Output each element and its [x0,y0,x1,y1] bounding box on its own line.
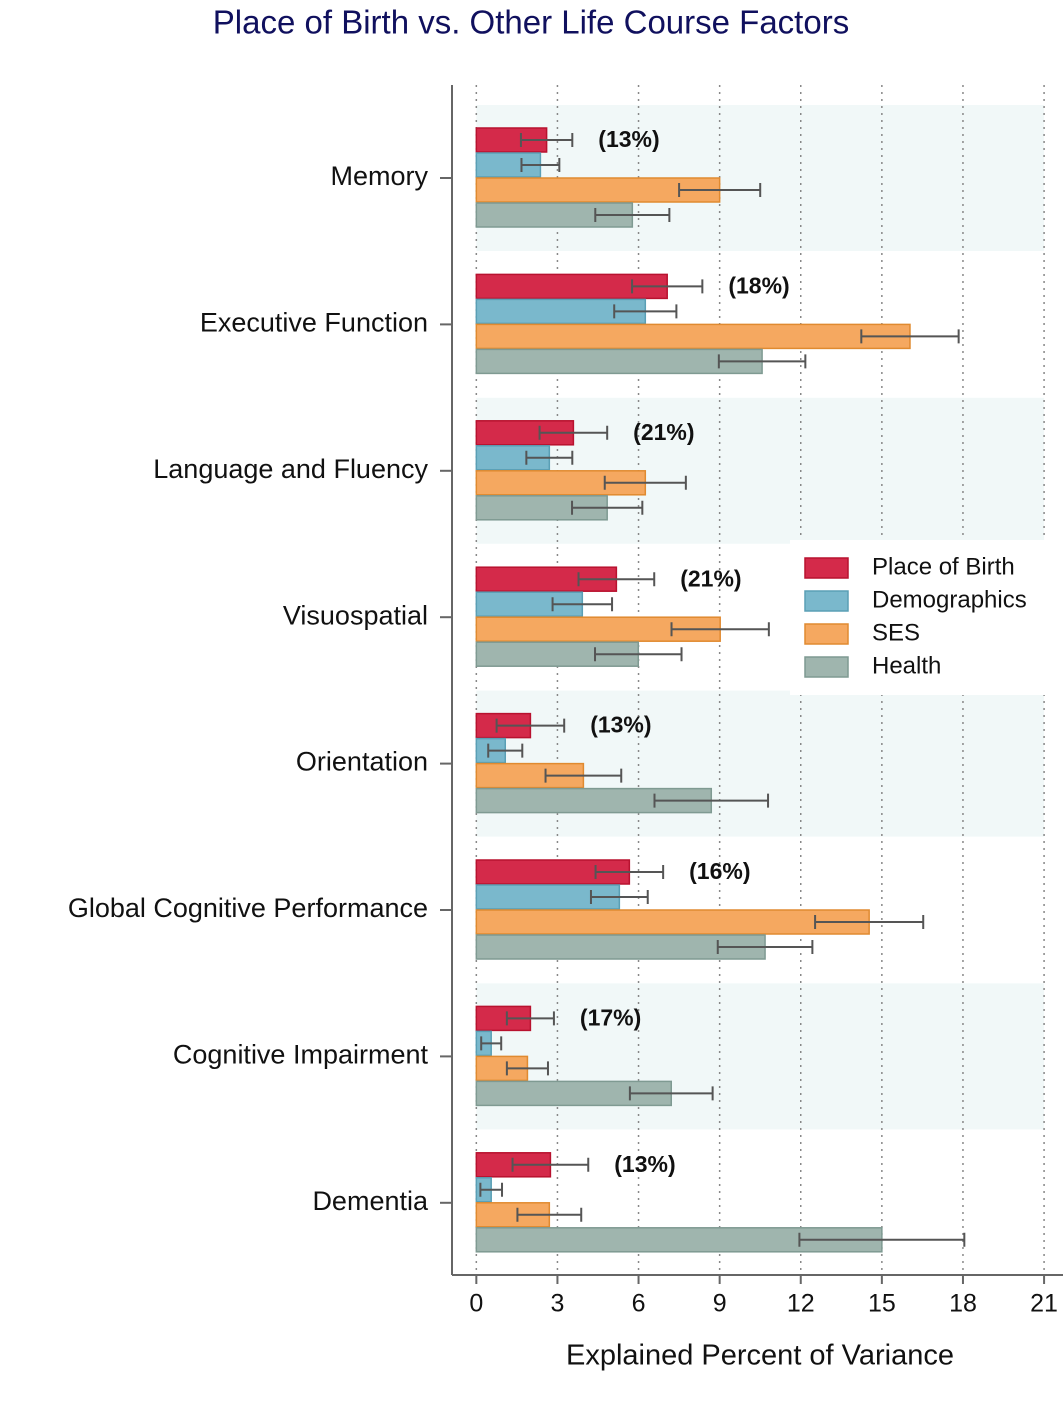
x-tick-label: 18 [949,1290,977,1318]
error-bar [480,1036,503,1051]
error-bar [538,425,609,440]
bar [475,909,870,935]
bar [475,1055,529,1082]
error-bar [551,597,614,612]
error-bar [525,450,574,465]
error-bar [613,304,678,319]
legend-label: SES [872,619,920,646]
x-tick-label: 15 [868,1290,896,1318]
legend-swatch [804,656,849,678]
legend-swatch [804,623,849,645]
error-bar [511,1157,590,1172]
error-bar [589,890,649,904]
y-tick-label: Dementia [312,1186,429,1216]
x-tick-label: 6 [632,1290,646,1318]
error-bar [603,475,687,490]
error-bar [495,718,566,733]
x-axis-label: Explained Percent of Variance [566,1340,954,1372]
error-bar [717,354,807,369]
x-tick-label: 9 [713,1290,727,1318]
annotation: (16%) [689,858,750,884]
legend-label: Health [872,652,941,679]
annotation: (13%) [598,126,659,152]
error-bar [505,1011,555,1026]
annotation: (13%) [590,712,651,738]
error-bar [860,329,960,344]
legend-swatch [804,557,849,579]
error-bar [571,500,644,515]
x-tick-label: 0 [469,1290,483,1318]
legend-swatch [804,590,849,612]
error-bar [798,1232,966,1247]
error-bar [520,158,561,172]
annotation: (21%) [680,565,741,591]
error-bar [479,1182,504,1197]
bar [475,348,763,375]
error-bar [544,768,623,783]
bar [475,1227,883,1253]
error-bar [814,915,925,929]
bar [475,323,911,350]
chart-title: Place of Birth vs. Other Life Course Fac… [213,4,849,41]
error-bar [594,647,683,662]
error-bar [678,183,762,197]
error-bar [631,279,704,294]
error-bar [487,743,524,758]
error-bar [716,940,814,954]
legend-label: Demographics [872,586,1027,613]
y-tick-label: Memory [330,161,428,191]
annotation: (13%) [614,1151,675,1177]
error-bar [594,208,671,222]
annotation: (21%) [633,419,694,445]
y-tick-label: Executive Function [200,308,428,338]
error-bar [577,572,656,587]
y-tick-label: Cognitive Impairment [173,1040,429,1070]
x-tick-label: 3 [550,1290,564,1318]
error-bar [594,865,665,879]
error-bar [670,622,770,637]
annotation: (18%) [728,272,789,298]
error-bar [516,1207,583,1222]
band [476,983,1045,1130]
error-bar [628,1086,714,1101]
y-tick-label: Visuospatial [283,600,428,630]
legend-label: Place of Birth [872,553,1015,580]
annotation: (17%) [580,1004,641,1030]
y-tick-label: Language and Fluency [153,454,428,484]
error-bar [505,1061,549,1076]
x-tick-label: 21 [1030,1290,1058,1318]
y-tick-label: Global Cognitive Performance [68,893,428,923]
y-tick-label: Orientation [296,747,428,777]
error-bar [519,133,574,147]
x-tick-label: 12 [787,1290,815,1318]
error-bar [653,793,770,808]
